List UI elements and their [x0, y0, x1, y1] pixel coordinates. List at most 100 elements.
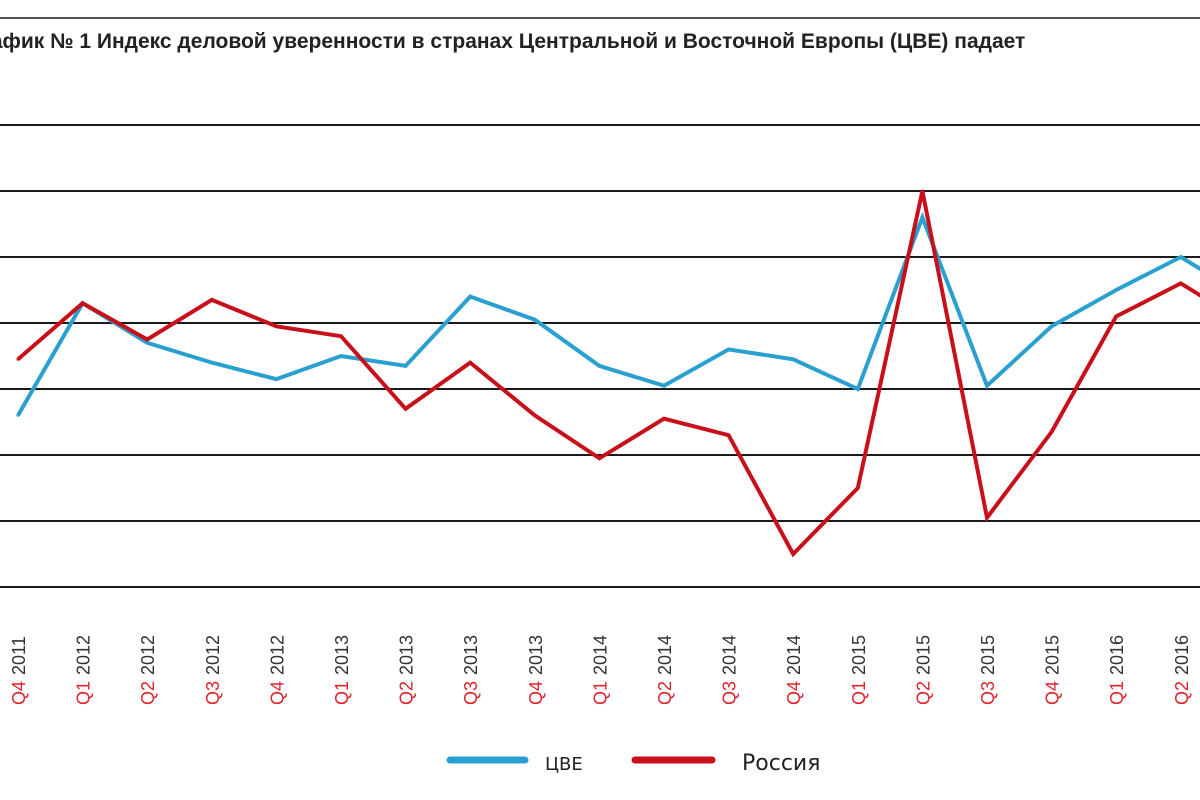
x-tick-label: Q3 2012	[203, 635, 223, 705]
x-tick-label: Q3 2013	[461, 635, 481, 705]
x-tick-quarter: Q1	[1107, 681, 1127, 705]
data-point-cee	[468, 295, 472, 299]
series-lines	[16, 189, 1200, 558]
data-point-russia	[597, 456, 601, 460]
x-tick-year: 2013	[332, 635, 352, 675]
data-point-russia	[856, 486, 860, 490]
x-tick-label: Q1 2015	[849, 635, 869, 705]
x-tick-label: Q2 2015	[913, 635, 933, 705]
chart-title: рафик № 1 Индекс деловой уверенности в с…	[0, 30, 1026, 53]
data-point-russia	[1050, 430, 1054, 434]
x-tick-quarter: Q1	[849, 681, 869, 705]
data-point-cee	[274, 377, 278, 381]
data-point-cee	[920, 215, 924, 219]
x-tick-label: Q4 2014	[784, 635, 804, 705]
legend: ЦВЕ Россия	[446, 751, 820, 776]
x-tick-year: 2015	[913, 635, 933, 675]
x-tick-quarter: Q3	[720, 681, 740, 705]
x-tick-quarter: Q4	[267, 681, 287, 705]
data-point-russia	[274, 324, 278, 328]
x-tick-quarter: Q1	[74, 681, 94, 705]
data-point-russia	[210, 298, 214, 302]
x-tick-year: 2014	[784, 635, 804, 675]
x-tick-year: 2012	[203, 635, 223, 675]
data-point-russia	[16, 357, 20, 361]
data-point-cee	[597, 364, 601, 368]
data-point-russia	[920, 189, 924, 193]
data-point-russia	[145, 338, 149, 341]
x-tick-quarter: Q4	[9, 681, 29, 705]
legend-item-russia: Россия	[631, 751, 820, 776]
x-tick-year: 2014	[655, 635, 675, 675]
x-tick-label: Q1 2012	[74, 635, 94, 705]
x-tick-quarter: Q4	[526, 681, 546, 705]
data-point-cee	[662, 384, 666, 388]
x-tick-label: Q4 2012	[267, 635, 287, 705]
legend-label-cee: ЦВЕ	[545, 754, 583, 775]
x-tick-label: Q2 2016	[1172, 635, 1192, 705]
data-point-russia	[727, 433, 731, 437]
x-tick-quarter: Q4	[784, 681, 804, 705]
data-point-russia	[791, 552, 795, 556]
data-point-cee	[1179, 255, 1183, 259]
data-point-cee	[985, 384, 989, 388]
data-point-russia	[404, 407, 408, 411]
x-tick-quarter: Q1	[590, 681, 610, 705]
data-point-cee	[145, 341, 149, 345]
data-point-russia	[985, 516, 989, 520]
x-tick-label: Q1 2013	[332, 635, 352, 705]
x-tick-quarter: Q3	[461, 681, 481, 705]
data-point-russia	[533, 413, 537, 417]
data-point-cee	[856, 387, 860, 391]
x-tick-year: 2012	[267, 635, 287, 675]
x-tick-year: 2015	[978, 635, 998, 675]
data-point-cee	[339, 354, 343, 358]
x-tick-quarter: Q1	[332, 681, 352, 705]
legend-item-cee: ЦВЕ	[446, 754, 583, 775]
x-tick-year: 2013	[397, 635, 417, 675]
series-line-russia	[16, 190, 1200, 558]
x-tick-quarter: Q2	[1172, 681, 1192, 705]
data-point-cee	[404, 364, 408, 368]
data-point-cee	[533, 318, 537, 322]
data-point-russia	[1179, 281, 1183, 285]
x-tick-year: 2013	[461, 635, 481, 675]
data-point-russia	[662, 417, 666, 421]
x-tick-year: 2014	[590, 635, 610, 675]
x-tick-label: Q4 2011	[9, 636, 29, 705]
x-axis-tick-labels: Q4 2011 Q1 2012 Q2 2012 Q3 2012 Q4 2012 Q1 2013 Q2 20…	[9, 635, 1192, 705]
x-tick-year: 2012	[74, 635, 94, 675]
x-tick-label: Q4 2015	[1043, 635, 1063, 705]
x-tick-year: 2011	[9, 636, 29, 675]
x-tick-year: 2013	[526, 635, 546, 675]
x-tick-label: Q2 2013	[397, 635, 417, 705]
data-point-cee	[210, 361, 214, 365]
data-point-cee	[1050, 324, 1054, 328]
x-tick-year: 2014	[720, 635, 740, 675]
x-tick-label: Q4 2013	[526, 635, 546, 705]
gridlines	[0, 17, 1200, 588]
data-point-cee	[1114, 288, 1118, 292]
data-point-russia	[339, 334, 343, 338]
data-point-cee	[16, 413, 20, 417]
series-line-cee	[16, 211, 1200, 417]
x-tick-label: Q1 2016	[1107, 635, 1127, 705]
x-tick-quarter: Q2	[655, 681, 675, 705]
data-point-cee	[727, 347, 731, 351]
data-point-russia	[468, 361, 472, 365]
data-point-cee	[791, 357, 795, 361]
x-tick-quarter: Q2	[913, 681, 933, 705]
x-tick-year: 2015	[1043, 635, 1063, 675]
legend-label-russia: Россия	[742, 751, 820, 776]
x-tick-year: 2015	[849, 635, 869, 675]
data-point-russia	[81, 301, 85, 305]
data-point-russia	[1114, 314, 1118, 318]
x-tick-label: Q2 2014	[655, 635, 675, 705]
x-tick-label: Q2 2012	[138, 635, 158, 705]
x-tick-year: 2012	[138, 635, 158, 675]
x-tick-quarter: Q4	[1043, 681, 1063, 705]
x-tick-label: Q1 2014	[590, 635, 610, 705]
x-tick-year: 2016	[1172, 635, 1192, 675]
x-tick-label: Q3 2015	[978, 635, 998, 705]
